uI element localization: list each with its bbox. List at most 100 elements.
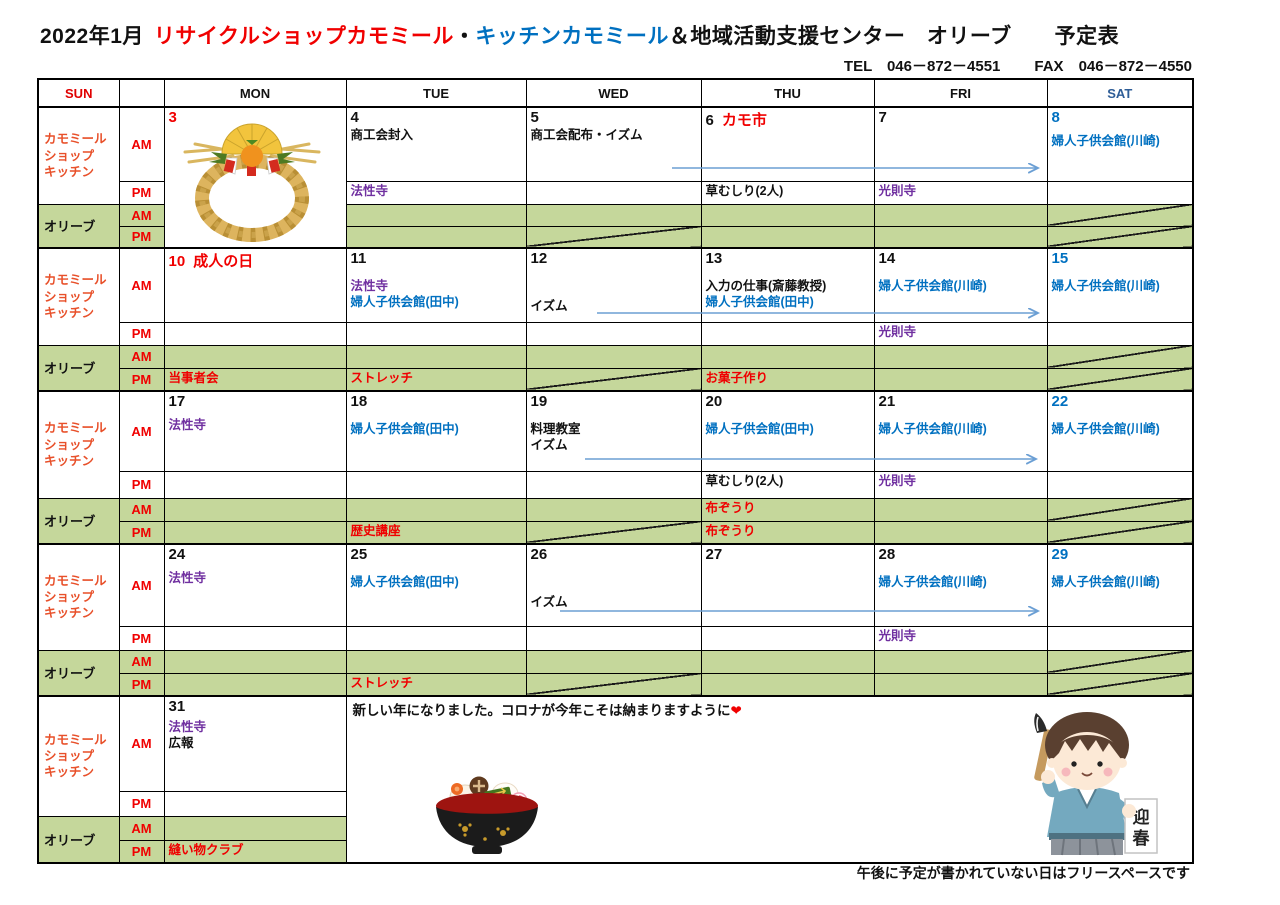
day-number: 8 [1051,109,1060,126]
day-cell-29: 29 婦人子供会館(川崎) [1046,543,1194,627]
day-cell-6: 6 カモ市 [700,106,875,182]
pm-label: PM [118,839,165,864]
day-number: 25 [350,546,368,563]
event: 縫い物クラブ [168,842,244,857]
am-label: AM [118,390,165,472]
day-cell-12: 12 イズム [525,247,702,323]
ozoni-bowl-icon [427,769,547,862]
day-number: 19 [530,393,548,410]
heart-icon: ❤ [730,703,742,718]
olive-cell [163,497,347,522]
day-number: 12 [530,250,548,267]
footer-note: 午後に予定が書かれていない日はフリースペースです [856,865,1190,881]
event: 商工会封入 [350,128,414,142]
pm-cell: 草むしり(2人) [700,470,875,499]
olive-cell [700,649,875,674]
olive-cell [873,672,1048,697]
pm-cell [163,321,347,346]
row-label-olive: オリーブ [37,497,120,545]
week5-olive-am-row: オリーブ AM [37,815,1193,864]
event: 当事者会 [168,370,219,385]
olive-cell: お菓子作り [700,367,875,392]
day-number: 18 [350,393,368,410]
event: 法性寺 [168,571,207,585]
day-cell-5: 5 商工会配布・イズム [525,106,702,182]
day-cell-26: 26 イズム [525,543,702,627]
row-label-shop: カモミール ショップ キッチン [37,247,120,346]
day-number: 22 [1051,393,1069,410]
event: 入力の仕事(斎藤教授) [705,279,827,293]
day-number: 11 [350,250,367,267]
pm-cell: 光則寺 [873,321,1048,346]
day-number: 5 [530,109,539,126]
day-number: 29 [1051,546,1069,563]
pm-cell: 光則寺 [873,470,1048,499]
day-cell-11: 11 法性寺 婦人子供会館(田中) [345,247,527,323]
olive-cell-crossed [1046,367,1194,392]
day-number: 7 [878,109,887,126]
day-number: 13 [705,250,723,267]
day-cell-20: 20 婦人子供会館(田中) [700,390,875,472]
day-cell-24: 24 法性寺 [163,543,347,627]
day-cell-17: 17 法性寺 [163,390,347,472]
week4-olive-pm-row: PM ストレッチ [38,672,1194,697]
pm-cell [1046,625,1194,651]
day-cell-8: 8 婦人子供会館(川崎) [1046,106,1194,182]
week2-pm-row: PM 光則寺 [38,321,1194,346]
am-label: AM [118,106,165,182]
pm-label: PM [118,367,165,392]
am-label: AM [118,695,165,792]
event: 商工会配布・イズム [530,128,643,142]
event: 婦人子供会館(川崎) [1051,134,1160,148]
pm-label: PM [118,470,165,499]
event: 婦人子供会館(川崎) [878,422,987,436]
title-rest: ＆地域活動支援センター オリーブ 予定表 [668,25,1120,48]
week3-pm-row: PM 草むしり(2人) 光則寺 [38,470,1194,499]
day-number: 4 [350,109,359,126]
olive-cell [525,497,702,522]
new-year-wreath-icon [167,118,337,247]
pm-cell [700,625,875,651]
am-label: AM [118,543,165,627]
day-number: 6 [705,112,714,129]
olive-cell [525,344,702,369]
day-number: 31 [168,698,186,715]
olive-cell [163,815,347,841]
olive-cell [525,203,702,227]
row-label-olive: オリーブ [37,203,120,249]
olive-cell-crossed [1046,649,1194,674]
row-label-olive: オリーブ [37,344,120,392]
pm-cell [525,321,702,346]
olive-cell: 布ぞうり [700,497,875,522]
event: 料理教室 [530,422,581,436]
day-cell-7: 7 [873,106,1048,182]
olive-cell [345,225,527,249]
week4-pm-row: PM 光則寺 [38,625,1194,651]
pm-label: PM [118,625,165,651]
olive-cell-crossed [525,367,702,392]
pm-label: PM [118,225,165,249]
week5-pm-row: PM [38,790,1193,817]
row-label-shop: カモミール ショップ キッチン [37,543,120,651]
pm-cell [163,790,347,817]
event: 婦人子供会館(川崎) [1051,575,1160,589]
pm-label: PM [118,321,165,346]
week3-olive-am-row: オリーブ AM 布ぞうり [37,497,1194,545]
page-title: 2022年1月 リサイクルショップカモミール・キッチンカモミール＆地域活動支援セン… [40,20,1119,50]
event: 法性寺 [350,279,389,293]
event: 法性寺 [168,720,207,734]
day-cell-4: 4 商工会封入 [345,106,527,182]
olive-cell [345,344,527,369]
day-cell-31: 31 法性寺 広報 [163,695,347,792]
pm-cell [700,321,875,346]
am-label: AM [118,497,165,522]
title-shop-name: リサイクルショップカモミール [153,25,454,48]
day-cell-19: 19 料理教室 イズム [525,390,702,472]
event: 婦人子供会館(川崎) [1051,279,1160,293]
am-label: AM [118,344,165,369]
olive-cell [345,649,527,674]
week1-olive-pm-row: PM [38,225,1194,249]
olive-cell: ストレッチ [345,367,527,392]
olive-cell [163,520,347,545]
pm-cell [1046,321,1194,346]
